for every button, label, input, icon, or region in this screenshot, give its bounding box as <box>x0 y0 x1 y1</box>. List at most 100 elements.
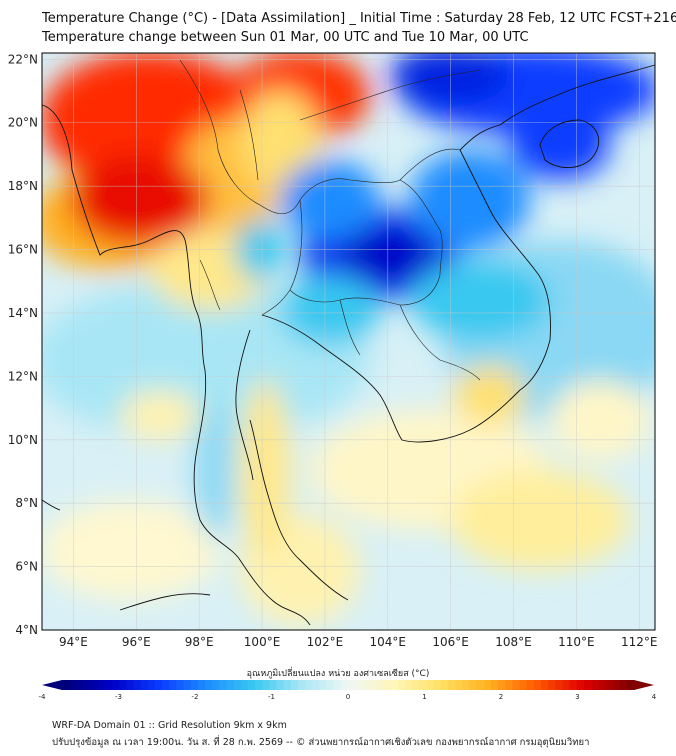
temperature-field <box>42 53 655 630</box>
colorbar-cell <box>583 680 592 690</box>
colorbar-cell <box>591 680 599 690</box>
colorbar-label: อุณหภูมิเปลี่ยนแปลง หน่วย องศาเซลเซียส (… <box>246 669 430 679</box>
colorbar-cell <box>240 680 249 690</box>
colorbar-cell <box>455 680 463 690</box>
colorbar-cell <box>383 680 392 690</box>
colorbar-tick-label: 0 <box>346 693 350 701</box>
colorbar-tick-label: -3 <box>115 693 122 701</box>
colorbar-cell <box>90 680 99 690</box>
lat-tick-label: 4°N <box>15 623 38 637</box>
colorbar-cell <box>390 680 399 690</box>
colorbar-cell <box>255 680 263 690</box>
lat-tick-label: 6°N <box>15 560 38 574</box>
colorbar-cell <box>419 680 428 690</box>
footer-model-info: WRF-DA Domain 01 :: Grid Resolution 9km … <box>52 720 287 731</box>
colorbar-cell <box>126 680 134 690</box>
colorbar-cell <box>426 680 435 690</box>
colorbar-cell <box>269 680 277 690</box>
map-subtitle: Temperature change between Sun 01 Mar, 0… <box>42 30 529 45</box>
colorbar-cell <box>119 680 127 690</box>
colorbar-cell <box>290 680 299 690</box>
colorbar-max-arrow <box>634 680 654 690</box>
coastlines <box>41 64 656 626</box>
colorbar-cell <box>562 680 571 690</box>
map-frame <box>41 52 656 631</box>
lat-tick-label: 12°N <box>8 369 38 383</box>
colorbar-cell <box>69 680 77 690</box>
colorbar: -4 -3 -2 -1 0 1 2 3 4 <box>39 680 657 701</box>
longitude-ticks: 94°E 96°E 98°E 100°E 102°E 104°E 106°E 108°E 110… <box>59 635 658 649</box>
colorbar-cell <box>305 680 313 690</box>
colorbar-tick-label: -2 <box>192 693 199 701</box>
lon-tick-label: 100°E <box>244 635 281 649</box>
colorbar-cell <box>469 680 478 690</box>
colorbar-cell <box>398 680 406 690</box>
colorbar-cell <box>483 680 492 690</box>
colorbar-cell <box>433 680 442 690</box>
colorbar-cell <box>76 680 84 690</box>
colorbar-cell <box>83 680 92 690</box>
colorbar-tick-label: 2 <box>499 693 503 701</box>
colorbar-cell <box>176 680 185 690</box>
colorbar-cell <box>376 680 385 690</box>
colorbar-cell <box>555 680 563 690</box>
lat-tick-label: 18°N <box>8 179 38 193</box>
lon-tick-label: 106°E <box>432 635 469 649</box>
colorbar-tick-label: 4 <box>652 693 657 701</box>
lon-tick-label: 96°E <box>122 635 151 649</box>
latitude-ticks: 22°N 20°N 18°N 16°N 14°N 12°N 10°N 8°N 6°N 4°N <box>8 52 38 637</box>
lon-tick-label: 112°E <box>621 635 658 649</box>
colorbar-cell <box>162 680 170 690</box>
colorbar-cell <box>212 680 220 690</box>
colorbar-cell <box>262 680 270 690</box>
colorbar-cell <box>319 680 328 690</box>
colorbar-cell <box>183 680 192 690</box>
colorbar-cell <box>526 680 535 690</box>
colorbar-cell <box>626 680 635 690</box>
colorbar-cell <box>104 680 113 690</box>
colorbar-cell <box>369 680 378 690</box>
colorbar-tick-label: 1 <box>422 693 426 701</box>
colorbar-tick-label: 3 <box>575 693 579 701</box>
lon-tick-label: 108°E <box>495 635 532 649</box>
lat-tick-label: 8°N <box>15 496 38 510</box>
lat-tick-label: 14°N <box>8 306 38 320</box>
colorbar-tick-label: -4 <box>39 693 47 701</box>
lat-tick-label: 10°N <box>8 433 38 447</box>
colorbar-cell <box>112 680 120 690</box>
map-title: Temperature Change (°C) - [Data Assimila… <box>42 11 676 26</box>
lat-tick-label: 20°N <box>8 116 38 130</box>
colorbar-cell <box>340 680 349 690</box>
colorbar-cell <box>326 680 335 690</box>
country-borders <box>179 59 481 381</box>
colorbar-cell <box>605 680 614 690</box>
colorbar-cell <box>297 680 306 690</box>
colorbar-cell <box>333 680 342 690</box>
lon-tick-label: 110°E <box>558 635 595 649</box>
colorbar-cell <box>97 680 106 690</box>
colorbar-cell <box>147 680 156 690</box>
colorbar-cell <box>405 680 413 690</box>
lon-tick-label: 98°E <box>185 635 214 649</box>
colorbar-cell <box>362 680 370 690</box>
lat-tick-label: 22°N <box>8 52 38 66</box>
colorbar-cell <box>276 680 285 690</box>
lon-tick-label: 104°E <box>370 635 407 649</box>
colorbar-ticks: -4 -3 -2 -1 0 1 2 3 4 <box>39 693 657 701</box>
colorbar-cell <box>498 680 506 690</box>
colorbar-cell <box>226 680 235 690</box>
colorbar-cell <box>476 680 485 690</box>
colorbar-cell <box>619 680 628 690</box>
colorbar-cell <box>612 680 621 690</box>
colorbar-cell <box>541 680 549 690</box>
colorbar-cell <box>247 680 256 690</box>
colorbar-tick-label: -1 <box>268 693 275 701</box>
colorbar-cell <box>491 680 499 690</box>
colorbar-cell <box>576 680 585 690</box>
colorbar-cell <box>512 680 521 690</box>
colorbar-cells <box>62 680 635 690</box>
colorbar-cell <box>283 680 292 690</box>
colorbar-cell <box>133 680 142 690</box>
colorbar-cell <box>448 680 456 690</box>
